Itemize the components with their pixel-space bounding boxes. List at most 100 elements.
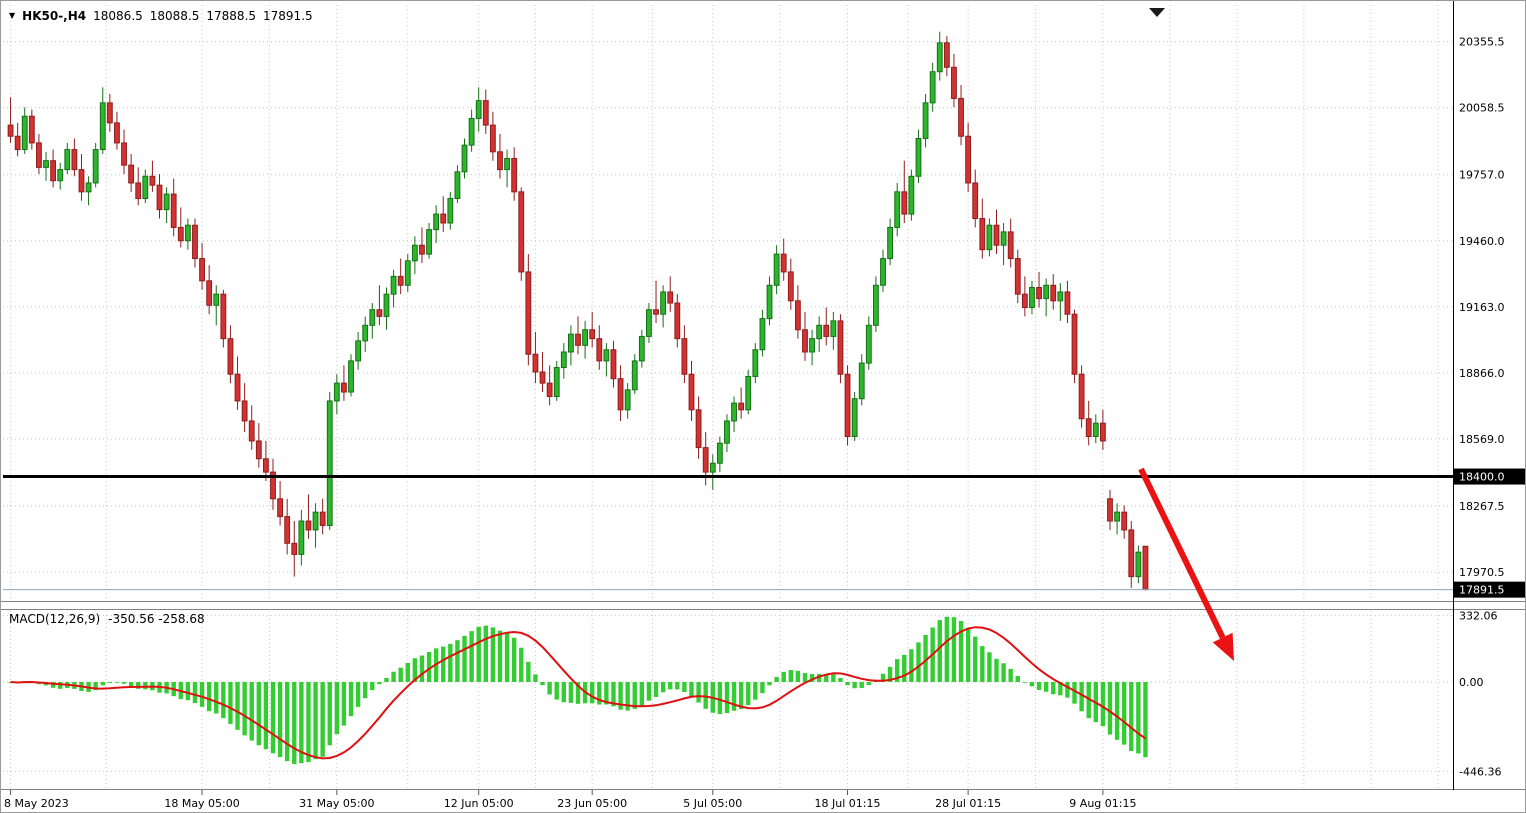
candle-body — [943, 42, 950, 68]
candle-body — [851, 398, 858, 438]
candle-body — [447, 198, 454, 224]
macd-indicator-label: MACD(12,26,9) -350.56 -258.68 — [9, 612, 205, 626]
candle-body — [419, 244, 425, 255]
trend-arrow-head[interactable] — [1212, 632, 1234, 661]
macd-axis-label: -446.36 — [1459, 765, 1501, 778]
candle-body — [177, 226, 184, 242]
candle-body — [532, 353, 539, 373]
macd-bar — [497, 630, 503, 682]
candle-body — [880, 258, 886, 286]
macd-bar — [1086, 682, 1091, 719]
candle-body — [255, 440, 262, 460]
candle-body — [71, 149, 78, 171]
candle-body — [411, 244, 418, 262]
price-axis-label: 17970.5 — [1459, 566, 1505, 579]
candle-body — [894, 191, 901, 228]
macd-bar — [965, 627, 971, 682]
macd-bar — [391, 671, 396, 682]
candle-body — [1036, 286, 1042, 300]
macd-bar — [781, 671, 786, 682]
candle-body — [1121, 511, 1128, 531]
candle-body — [14, 135, 21, 151]
macd-bar — [100, 682, 105, 686]
candle-body — [1043, 284, 1050, 300]
trend-arrow-shaft[interactable] — [1138, 467, 1226, 639]
candle-body — [759, 318, 766, 351]
candle-body — [617, 378, 624, 411]
macd-bar — [221, 682, 226, 719]
macd-bar — [838, 677, 843, 682]
macd-bar — [625, 682, 630, 711]
macd-bar — [128, 682, 134, 686]
macd-bar — [774, 677, 779, 682]
time-axis-label: 8 May 2023 — [4, 797, 69, 810]
candle-body — [489, 124, 496, 153]
macd-bar — [831, 674, 836, 682]
candle-body — [858, 362, 865, 400]
candle-body — [284, 516, 291, 544]
candle-body — [156, 184, 163, 211]
candle-body — [475, 100, 482, 119]
candle-body — [36, 142, 42, 168]
candle-body — [773, 253, 780, 286]
macd-bar — [398, 667, 403, 682]
candle-body — [149, 175, 156, 186]
macd-bar — [561, 682, 567, 703]
macd-bar — [136, 682, 141, 689]
candle-body — [631, 360, 638, 391]
candle-body — [50, 160, 57, 182]
candle-body — [85, 182, 92, 193]
macd-bar — [263, 682, 269, 750]
candle-body — [7, 124, 14, 137]
macd-bar — [731, 682, 737, 711]
macd-bar — [852, 682, 857, 689]
hline-price-tag: 18400.0 — [1459, 471, 1505, 484]
macd-bar — [341, 682, 347, 726]
macd-bar — [738, 682, 744, 710]
macd-bar — [589, 682, 595, 704]
macd-bar — [653, 682, 659, 697]
scroll-to-end-marker[interactable] — [1149, 8, 1165, 17]
candle-body — [128, 164, 135, 184]
ohlc-low: 17888.5 — [206, 9, 257, 23]
current-price-tag: 17891.5 — [1459, 584, 1505, 597]
candle-body — [518, 191, 525, 273]
candle-body — [355, 340, 362, 362]
candle-body — [972, 182, 979, 220]
candle-body — [348, 360, 354, 393]
candle-body — [1007, 231, 1014, 260]
candle-body — [213, 293, 220, 306]
ohlc-high: 18088.5 — [149, 9, 200, 23]
macd-bar — [809, 674, 815, 682]
candle-body — [646, 309, 652, 337]
macd-bar — [944, 616, 950, 682]
macd-bar — [1051, 682, 1056, 695]
candle-body — [986, 224, 993, 251]
macd-bar — [1121, 682, 1127, 745]
candle-body — [383, 293, 390, 317]
candle-body — [589, 329, 596, 340]
symbol-title: HK50-,H4 — [22, 9, 87, 23]
macd-bar — [880, 673, 886, 682]
candle-body — [376, 309, 383, 317]
macd-bar — [320, 682, 325, 757]
candle-body — [305, 520, 312, 531]
candle-body — [270, 471, 276, 500]
candle-body — [787, 271, 794, 302]
macd-axis[interactable]: 332.06 0.00 -446.36 — [1459, 610, 1501, 779]
macd-axis-label: 0.00 — [1459, 676, 1484, 689]
macd-bar — [923, 634, 928, 682]
macd-bar — [980, 646, 985, 682]
macd-bar — [469, 631, 474, 682]
candle-body — [298, 520, 305, 555]
candle-body — [731, 402, 737, 422]
price-axis[interactable]: 20355.5 20058.5 19757.0 19460.0 19163.0 18866… — [1454, 36, 1526, 598]
candle-body — [752, 349, 759, 377]
candle-body — [738, 402, 745, 411]
symbol-dropdown-icon[interactable]: ▼ — [9, 11, 16, 20]
candle-body — [553, 367, 560, 397]
candle-body — [362, 324, 369, 342]
candle-body — [929, 71, 936, 104]
time-axis[interactable]: 8 May 2023 18 May 05:00 31 May 05:00 12 Jun… — [4, 790, 1136, 810]
